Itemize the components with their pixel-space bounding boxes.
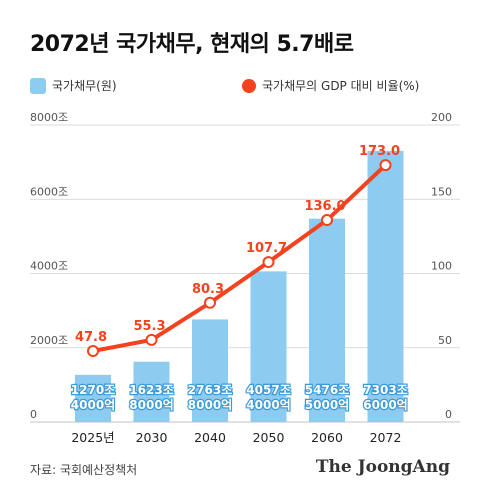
right-axis-tick-label: 50 xyxy=(438,334,452,347)
bar xyxy=(133,361,170,422)
left-axis-tick-label: 6000조 xyxy=(30,185,68,198)
bar-value-label: 7303조 xyxy=(363,383,407,397)
legend-item-ratio: 국가채무의 GDP 대비 비율(%) xyxy=(242,77,419,94)
bar-value-label: 6000억 xyxy=(363,398,407,412)
ratio-data-label: 173.0 xyxy=(359,144,400,159)
ratio-point xyxy=(262,256,275,269)
ratio-point xyxy=(145,333,158,346)
x-axis-tick-label: 2050 xyxy=(253,430,285,445)
ratio-data-label: 136.0 xyxy=(304,199,345,214)
bar xyxy=(309,218,345,422)
bar xyxy=(367,150,404,422)
ratio-data-label: 55.3 xyxy=(133,319,165,334)
bar-value-label: 8000억 xyxy=(129,398,173,412)
bar xyxy=(250,271,287,422)
x-axis-tick-label: 2025년 xyxy=(71,430,114,445)
bar-value-label: 5476조 xyxy=(305,383,349,397)
legend-label-debt: 국가채무(원) xyxy=(52,79,117,93)
ratio-point xyxy=(321,214,333,227)
bar-value-label: 5000억 xyxy=(305,398,349,412)
legend-bar-swatch xyxy=(30,77,46,94)
bar-value-label: 4000억 xyxy=(246,398,290,412)
ratio-data-label: 80.3 xyxy=(192,282,224,297)
ratio-data-label: 47.8 xyxy=(75,330,107,345)
bar-value-label: 2763조 xyxy=(188,383,232,397)
ratio-point xyxy=(87,345,99,358)
bar xyxy=(192,319,228,422)
x-axis-tick-label: 2040 xyxy=(194,430,226,445)
right-axis-tick-label: 150 xyxy=(431,185,452,198)
bar xyxy=(75,374,111,422)
x-axis-tick-label: 2030 xyxy=(136,430,168,445)
ratio-data-label: 107.7 xyxy=(246,241,287,256)
right-axis-tick-label: 0 xyxy=(445,408,452,421)
bar-value-label: 1270조 xyxy=(71,383,115,397)
legend-label-ratio: 국가채무의 GDP 대비 비율(%) xyxy=(262,79,420,93)
ratio-point xyxy=(204,296,216,309)
left-axis-tick-label: 0 xyxy=(30,408,37,421)
bar-value-label: 1623조 xyxy=(129,383,173,397)
source-note: 자료: 국회예산정책처 xyxy=(30,463,138,477)
bar-value-label: 4000억 xyxy=(71,398,115,412)
left-axis-tick-label: 8000조 xyxy=(30,111,68,124)
bar-value-label: 8000억 xyxy=(188,398,232,412)
left-axis-tick-label: 4000조 xyxy=(30,260,68,273)
x-axis-tick-label: 2072 xyxy=(370,430,402,445)
left-axis-tick-label: 2000조 xyxy=(30,334,68,347)
right-axis-tick-label: 100 xyxy=(431,260,452,273)
legend-item-debt: 국가채무(원) xyxy=(30,77,117,94)
chart-title: 2072년 국가채무, 현재의 5.7배로 xyxy=(30,32,354,57)
ratio-point xyxy=(379,159,392,172)
right-axis-tick-label: 200 xyxy=(431,111,452,124)
ratio-line xyxy=(91,163,388,354)
brand-logo: The JoongAng xyxy=(315,457,450,477)
legend-line-swatch xyxy=(242,78,256,93)
legend: 국가채무(원) 국가채무의 GDP 대비 비율(%) xyxy=(30,77,460,95)
bar-value-label: 4057조 xyxy=(246,383,290,397)
x-axis-tick-label: 2060 xyxy=(311,430,343,445)
